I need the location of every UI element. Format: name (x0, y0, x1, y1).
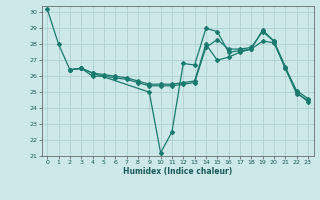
X-axis label: Humidex (Indice chaleur): Humidex (Indice chaleur) (123, 167, 232, 176)
